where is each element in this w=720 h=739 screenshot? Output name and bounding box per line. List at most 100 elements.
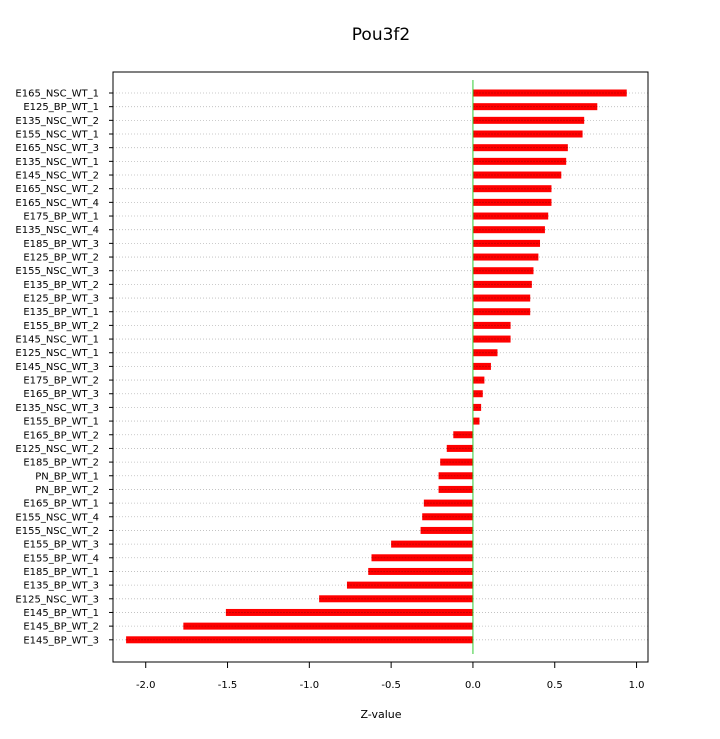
y-tick-label: E135_BP_WT_1: [23, 307, 99, 318]
y-tick-labels: E165_NSC_WT_1 E125_BP_WT_1 E135_NSC_WT_2 E1…: [15, 89, 113, 646]
bar-E175_BP_WT_1: [472, 212, 549, 220]
y-tick-label: E145_BP_WT_3: [23, 635, 99, 646]
bar-fill: [420, 526, 473, 534]
bar-PN_BP_WT_2: [438, 485, 473, 493]
y-tick-label: E135_BP_WT_2: [23, 280, 99, 291]
bar-E145_NSC_WT_3: [472, 362, 491, 370]
bar-E155_BP_WT_1: [472, 417, 480, 425]
bar-E125_NSC_WT_2: [446, 444, 473, 452]
x-tick-label: -2.0: [136, 680, 156, 691]
y-tick-label: E155_BP_WT_2: [23, 321, 99, 332]
y-tick-label: E135_NSC_WT_2: [15, 116, 99, 127]
y-tick-label: E185_BP_WT_2: [23, 458, 99, 469]
bar-E145_BP_WT_3: [126, 636, 473, 644]
y-tick-label: E185_BP_WT_3: [23, 239, 99, 250]
bar-fill: [438, 472, 473, 480]
y-tick-label: PN_BP_WT_1: [35, 471, 99, 482]
y-tick-label: E165_BP_WT_2: [23, 430, 99, 441]
y-tick-label: E135_NSC_WT_4: [15, 225, 99, 236]
bar-E135_NSC_WT_2: [472, 116, 585, 124]
bar-E185_BP_WT_3: [472, 239, 541, 247]
bar-fill: [126, 636, 473, 644]
bar-fill: [438, 485, 473, 493]
x-tick-label: 1.0: [629, 680, 645, 691]
y-tick-label: E155_NSC_WT_3: [15, 266, 99, 277]
y-tick-label: E155_NSC_WT_1: [15, 130, 99, 141]
bar-E155_NSC_WT_4: [422, 513, 473, 521]
y-tick-label: E145_BP_WT_1: [23, 608, 99, 619]
bar-fill: [472, 226, 545, 234]
bar-E125_BP_WT_3: [472, 294, 531, 302]
bar-E155_NSC_WT_1: [472, 130, 583, 138]
y-tick-label: E155_BP_WT_1: [23, 417, 99, 428]
bar-E155_BP_WT_2: [472, 321, 511, 329]
plot-frame: [112, 71, 649, 663]
y-tick-label: E185_BP_WT_1: [23, 567, 99, 578]
bar-fill: [472, 280, 532, 288]
y-tick-label: E165_BP_WT_1: [23, 499, 99, 510]
bars: [126, 89, 627, 644]
bar-E125_BP_WT_1: [472, 103, 598, 111]
bar-E145_BP_WT_1: [225, 608, 473, 616]
y-tick-label: E175_BP_WT_2: [23, 376, 99, 387]
y-tick-label: E165_BP_WT_3: [23, 389, 99, 400]
bar-E165_NSC_WT_4: [472, 198, 552, 206]
y-tick-label: E155_NSC_WT_4: [15, 512, 99, 523]
bar-fill: [346, 581, 473, 589]
y-tick-label: E165_NSC_WT_1: [15, 89, 99, 100]
bar-E145_BP_WT_2: [183, 622, 473, 630]
y-tick-label: E175_BP_WT_1: [23, 212, 99, 223]
bar-E125_BP_WT_2: [472, 253, 539, 261]
bar-fill: [472, 144, 568, 152]
y-tick-label: E125_NSC_WT_3: [15, 594, 99, 605]
x-axis-label: Z-value: [360, 708, 401, 721]
y-tick-label: E165_NSC_WT_4: [15, 198, 99, 209]
x-tick-label: -1.5: [218, 680, 238, 691]
bar-E165_NSC_WT_1: [472, 89, 627, 97]
bar-E165_BP_WT_2: [453, 431, 473, 439]
bar-PN_BP_WT_1: [438, 472, 473, 480]
bar-E135_NSC_WT_1: [472, 157, 567, 165]
bar-E185_BP_WT_2: [440, 458, 473, 466]
bar-fill: [472, 171, 562, 179]
y-tick-label: E155_BP_WT_3: [23, 540, 99, 551]
bar-E165_NSC_WT_3: [472, 144, 568, 152]
y-tick-label: E135_NSC_WT_1: [15, 157, 99, 168]
bar-E125_NSC_WT_3: [319, 595, 473, 603]
bar-E165_BP_WT_1: [423, 499, 473, 507]
y-tick-label: E165_NSC_WT_2: [15, 184, 99, 195]
bar-fill: [472, 362, 491, 370]
chart-title: Pou3f2: [352, 25, 410, 45]
bar-E135_BP_WT_3: [346, 581, 473, 589]
y-tick-label: E155_NSC_WT_2: [15, 526, 99, 537]
bar-E135_BP_WT_1: [472, 308, 531, 316]
bar-E155_BP_WT_4: [371, 554, 473, 562]
x-tick-label: -0.5: [381, 680, 401, 691]
y-tick-label: E145_NSC_WT_3: [15, 362, 99, 373]
y-tick-label: E165_NSC_WT_3: [15, 143, 99, 154]
bar-E145_NSC_WT_2: [472, 171, 562, 179]
y-tick-label: E125_NSC_WT_2: [15, 444, 99, 455]
bar-fill: [371, 554, 473, 562]
y-tick-label: E135_BP_WT_3: [23, 581, 99, 592]
bar-E185_BP_WT_1: [368, 567, 473, 575]
x-tick-label: 0.5: [547, 680, 563, 691]
y-tick-label: E135_NSC_WT_3: [15, 403, 99, 414]
y-tick-label: E125_BP_WT_1: [23, 102, 99, 113]
bar-E165_BP_WT_3: [472, 390, 483, 398]
bar-E145_NSC_WT_1: [472, 335, 511, 343]
bar-fill: [472, 376, 485, 384]
y-tick-label: E145_BP_WT_2: [23, 622, 99, 633]
bar-E155_BP_WT_3: [391, 540, 473, 548]
x-axis-ticks: -2.0 -1.5 -1.0 -0.5 0.0 0.5 1.0: [136, 662, 645, 691]
bar-fill: [472, 253, 539, 261]
y-tick-label: PN_BP_WT_2: [35, 485, 99, 496]
bar-E155_NSC_WT_2: [420, 526, 473, 534]
x-tick-label: 0.0: [465, 680, 481, 691]
bar-E135_NSC_WT_4: [472, 226, 545, 234]
y-tick-label: E125_BP_WT_3: [23, 294, 99, 305]
x-tick-label: -1.0: [300, 680, 320, 691]
y-tick-label: E145_NSC_WT_2: [15, 171, 99, 182]
